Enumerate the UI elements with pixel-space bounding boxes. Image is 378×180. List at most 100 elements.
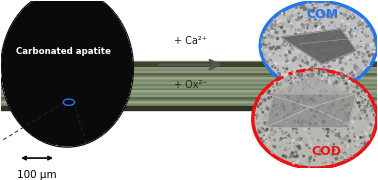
Point	[50, 114, 56, 117]
Point	[302, 107, 308, 110]
Point	[100, 14, 106, 16]
Point	[344, 122, 350, 125]
Point	[338, 42, 344, 45]
Point	[263, 46, 269, 49]
Point	[343, 125, 349, 128]
Point	[268, 25, 274, 28]
Point	[275, 69, 281, 72]
Point	[263, 105, 270, 107]
Point	[311, 105, 317, 108]
Point	[355, 69, 361, 72]
Point	[308, 97, 314, 100]
Point	[328, 161, 334, 164]
Point	[262, 36, 268, 39]
Point	[108, 65, 114, 68]
Point	[304, 71, 310, 74]
Point	[361, 141, 367, 144]
Point	[305, 16, 311, 19]
Point	[63, 18, 69, 21]
Point	[8, 40, 14, 43]
Point	[62, 24, 68, 27]
Point	[338, 24, 344, 26]
Point	[338, 31, 344, 34]
Point	[279, 26, 285, 29]
Point	[327, 150, 333, 153]
Point	[294, 138, 300, 141]
Point	[301, 100, 307, 103]
Point	[303, 71, 309, 74]
Point	[341, 56, 347, 59]
Point	[342, 145, 349, 148]
Point	[8, 98, 14, 101]
Point	[305, 2, 311, 5]
Point	[324, 79, 330, 82]
Text: 100 μm: 100 μm	[17, 170, 57, 180]
Point	[289, 26, 295, 29]
Point	[281, 67, 287, 70]
Point	[350, 77, 356, 80]
Point	[282, 97, 288, 100]
Point	[298, 97, 304, 100]
Point	[274, 108, 280, 111]
Point	[64, 131, 70, 134]
Point	[86, 36, 92, 39]
Point	[292, 32, 298, 35]
Point	[369, 43, 375, 46]
Point	[340, 147, 346, 150]
Point	[98, 18, 104, 21]
Point	[291, 107, 297, 110]
Point	[33, 123, 39, 126]
Point	[307, 108, 313, 111]
Point	[296, 66, 302, 69]
Point	[327, 41, 333, 44]
Point	[78, 71, 84, 74]
Point	[354, 45, 360, 48]
Point	[363, 54, 369, 57]
Point	[311, 115, 318, 118]
Point	[12, 96, 18, 99]
Point	[343, 136, 349, 139]
Point	[307, 100, 313, 103]
Point	[335, 50, 341, 53]
Point	[362, 131, 368, 134]
Point	[282, 154, 288, 157]
Point	[275, 120, 281, 123]
Point	[37, 121, 43, 124]
Point	[319, 115, 325, 118]
Point	[261, 134, 267, 137]
Point	[19, 44, 25, 47]
Point	[354, 31, 360, 34]
Point	[274, 82, 280, 85]
Point	[264, 28, 270, 31]
Point	[342, 78, 348, 80]
Point	[282, 75, 288, 77]
Point	[303, 87, 309, 90]
Point	[309, 107, 315, 110]
Point	[320, 127, 326, 130]
Point	[110, 88, 116, 91]
Point	[355, 99, 361, 102]
Point	[272, 34, 278, 37]
Point	[305, 82, 311, 85]
Point	[110, 102, 116, 105]
Point	[308, 112, 314, 115]
Point	[308, 126, 314, 129]
Point	[344, 115, 350, 118]
Point	[341, 117, 347, 120]
Point	[100, 17, 106, 20]
Point	[307, 140, 313, 142]
Point	[355, 92, 361, 95]
Point	[102, 57, 108, 60]
Point	[24, 17, 30, 20]
Point	[127, 69, 133, 72]
Point	[291, 141, 297, 144]
Point	[265, 29, 271, 32]
Point	[299, 82, 305, 84]
Point	[331, 97, 337, 100]
Point	[119, 75, 125, 78]
Point	[307, 31, 313, 34]
Point	[331, 49, 337, 52]
Point	[266, 35, 273, 38]
Point	[353, 145, 359, 148]
Point	[321, 12, 327, 15]
